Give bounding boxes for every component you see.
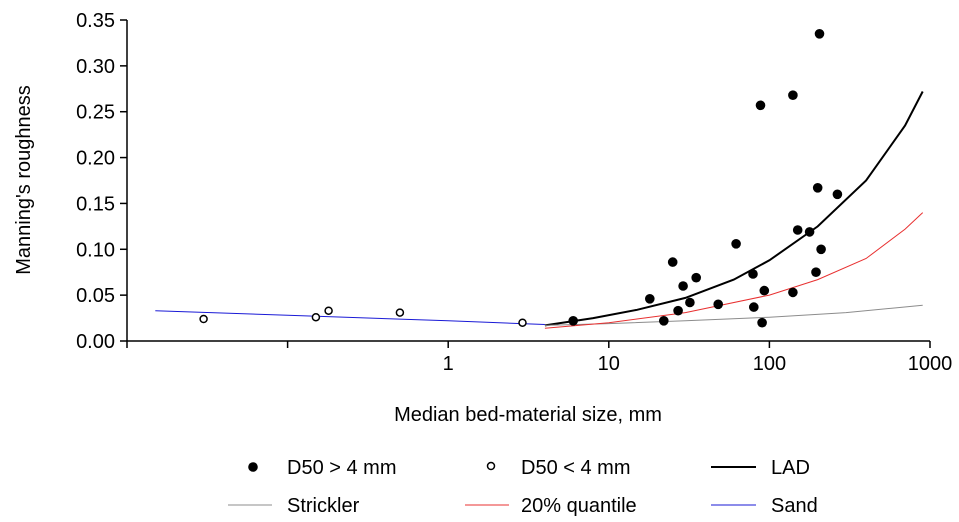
y-axis-title: Manning's roughness [13,85,35,275]
legend-label-lad: LAD [771,457,810,479]
data-point-d50-4-mm [811,267,821,278]
ticks: 0.00 0.05 0.10 0.15 0.20 0.25 0.30 0.35 1 10 100 10… [76,10,952,375]
x-tick-label: 1000 [908,353,953,375]
y-tick-label: 0.00 [76,331,115,353]
data-point-d50-4-mm [678,281,688,291]
legend-label-d50-lt4: D50 < 4 mm [521,457,630,479]
data-point-d50-4-mm [667,257,678,267]
legend-label-strickler: Strickler [287,495,360,517]
legend-label-quantile: 20% quantile [521,495,637,517]
data-point-d50-4-mm [759,285,770,296]
legend-label-d50-gt4: D50 > 4 mm [287,457,396,479]
data-point-d50-4-mm [311,312,321,322]
y-tick-label: 0.35 [76,10,115,32]
data-point-d50-4-mm [749,302,759,312]
data-point-d50-4-mm [788,287,798,298]
y-tick-label: 0.20 [76,148,115,170]
data-point-d50-4-mm [814,29,825,39]
data-point-d50-4-mm [788,90,798,100]
data-point-d50-4-mm [324,306,333,315]
series-line-strickler [544,304,923,326]
series-line-sand [155,310,545,325]
y-tick-label: 0.10 [76,239,115,261]
data-point-d50-4-mm [816,244,826,255]
data-point-d50-4-mm [748,269,758,279]
data-point-d50-4-mm [832,189,843,200]
axes [126,20,930,342]
data-point-d50-4-mm [659,316,669,326]
curves [155,91,924,329]
data-point-d50-4-mm [731,239,741,249]
legend-label-sand: Sand [771,495,818,517]
x-tick-label: 10 [598,353,620,375]
data-point-d50-4-mm [755,100,766,111]
x-axis-title: Median bed-material size, mm [394,404,662,426]
data-point-d50-4-mm [757,317,767,328]
y-tick-label: 0.15 [76,193,115,215]
x-tick-label: 1 [443,353,454,375]
legend-marker-d50-lt4 [486,461,496,471]
legend: D50 > 4 mm D50 < 4 mm LAD Strickler 20% … [228,457,818,517]
series-line-20-quantile [544,212,924,329]
y-tick-label: 0.05 [76,285,115,307]
data-point-d50-4-mm [691,272,701,283]
legend-marker-d50-gt4 [248,462,258,472]
data-point-d50-4-mm [713,299,723,310]
data-point-d50-4-mm [685,297,695,308]
data-point-d50-4-mm [518,318,527,327]
data-point-d50-4-mm [199,314,208,324]
y-tick-label: 0.30 [76,56,115,78]
data-point-d50-4-mm [804,227,815,237]
data-point-d50-4-mm [395,308,405,317]
data-point-d50-4-mm [792,225,803,235]
points [199,29,843,328]
series-line-lad [544,91,924,327]
y-tick-label: 0.25 [76,102,115,124]
data-point-d50-4-mm [645,294,655,304]
data-point-d50-4-mm [673,305,683,316]
data-point-d50-4-mm [812,183,823,193]
x-tick-label: 100 [753,353,786,375]
data-point-d50-4-mm [568,316,578,326]
